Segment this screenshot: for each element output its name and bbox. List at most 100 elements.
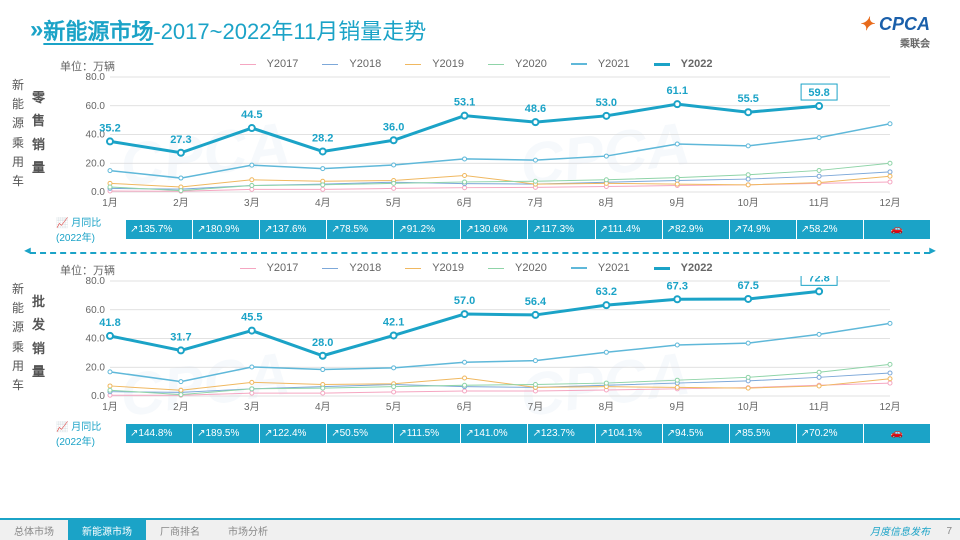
svg-text:5月: 5月 xyxy=(386,401,402,413)
side-label: 新能源乘用车 xyxy=(12,76,26,191)
yoy-cell: ↗70.2% xyxy=(797,424,864,443)
yoy-cell: ↗94.5% xyxy=(663,424,730,443)
chart-retail: 单位：万辆 新能源乘用车 零售销量Y2017Y2018Y2019Y2020Y20… xyxy=(30,58,930,244)
svg-text:0.0: 0.0 xyxy=(91,391,105,402)
yoy-cell: ↗78.5% xyxy=(327,220,394,239)
footer-tab[interactable]: 新能源市场 xyxy=(68,520,146,540)
svg-text:42.1: 42.1 xyxy=(383,316,404,328)
unit-label: 单位：万辆 xyxy=(60,58,115,74)
svg-text:1月: 1月 xyxy=(102,401,118,413)
svg-text:60.0: 60.0 xyxy=(86,305,106,316)
svg-text:11月: 11月 xyxy=(809,197,829,209)
svg-text:53.1: 53.1 xyxy=(454,97,475,109)
line-chart: 0.020.040.060.080.01月2月3月4月5月6月7月8月9月10月… xyxy=(80,276,900,416)
footer-nav: 总体市场新能源市场厂商排名市场分析 月度信息发布 7 xyxy=(0,518,960,540)
yoy-cell: ↗74.9% xyxy=(730,220,797,239)
chevron-icon: » xyxy=(30,16,35,44)
svg-text:31.7: 31.7 xyxy=(170,331,191,343)
svg-text:6月: 6月 xyxy=(457,401,473,413)
svg-text:45.5: 45.5 xyxy=(241,312,262,324)
title-main: 新能源市场 xyxy=(43,14,153,46)
svg-text:35.2: 35.2 xyxy=(99,122,120,134)
page-number: 7 xyxy=(946,526,952,537)
svg-text:41.8: 41.8 xyxy=(99,317,120,329)
yoy-cell: ↗82.9% xyxy=(663,220,730,239)
yoy-cell: ↗130.6% xyxy=(461,220,528,239)
yoy-label: 📈 月同比(2022年) xyxy=(56,214,126,244)
svg-text:28.0: 28.0 xyxy=(312,337,333,349)
svg-text:12月: 12月 xyxy=(879,401,900,413)
svg-text:20.0: 20.0 xyxy=(86,362,106,373)
svg-text:2月: 2月 xyxy=(173,197,189,209)
svg-text:10月: 10月 xyxy=(738,197,759,209)
svg-text:60.0: 60.0 xyxy=(86,101,106,112)
yoy-cell: ↗180.9% xyxy=(193,220,260,239)
svg-text:6月: 6月 xyxy=(457,197,473,209)
footer-tab[interactable]: 总体市场 xyxy=(0,520,68,540)
svg-text:12月: 12月 xyxy=(879,197,900,209)
line-chart: 0.020.040.060.080.01月2月3月4月5月6月7月8月9月10月… xyxy=(80,72,900,212)
svg-text:67.3: 67.3 xyxy=(667,280,688,292)
svg-text:59.8: 59.8 xyxy=(808,87,829,99)
svg-text:57.0: 57.0 xyxy=(454,295,475,307)
svg-text:9月: 9月 xyxy=(669,401,685,413)
title-sub: -2017~2022年11月销量走势 xyxy=(153,14,426,46)
svg-text:3月: 3月 xyxy=(244,197,260,209)
svg-text:48.6: 48.6 xyxy=(525,103,546,115)
svg-text:40.0: 40.0 xyxy=(86,334,106,345)
svg-text:10月: 10月 xyxy=(738,401,759,413)
footer-tab[interactable]: 市场分析 xyxy=(214,520,282,540)
svg-text:4月: 4月 xyxy=(315,401,331,413)
svg-text:9月: 9月 xyxy=(669,197,685,209)
svg-text:67.5: 67.5 xyxy=(737,280,758,292)
metric-label: 批发销量 xyxy=(32,290,46,384)
svg-text:8月: 8月 xyxy=(599,401,615,413)
svg-text:55.5: 55.5 xyxy=(737,93,758,105)
yoy-cell: ↗122.4% xyxy=(260,424,327,443)
svg-text:11月: 11月 xyxy=(809,401,829,413)
svg-text:2月: 2月 xyxy=(173,401,189,413)
yoy-cell: ↗91.2% xyxy=(394,220,461,239)
svg-text:56.4: 56.4 xyxy=(525,296,547,308)
yoy-row: 📈 月同比(2022年) ↗144.8%↗189.5%↗122.4%↗50.5%… xyxy=(56,418,930,448)
svg-text:53.0: 53.0 xyxy=(596,97,617,109)
svg-text:20.0: 20.0 xyxy=(86,158,106,169)
yoy-cell: ↗85.5% xyxy=(730,424,797,443)
legend: Y2017Y2018Y2019Y2020Y2021Y2022 xyxy=(30,58,930,70)
yoy-cell: ↗137.6% xyxy=(260,220,327,239)
svg-text:36.0: 36.0 xyxy=(383,121,404,133)
yoy-cell: ↗189.5% xyxy=(193,424,260,443)
svg-text:7月: 7月 xyxy=(528,401,544,413)
svg-text:61.1: 61.1 xyxy=(667,85,688,97)
side-label: 新能源乘用车 xyxy=(12,280,26,395)
svg-text:27.3: 27.3 xyxy=(170,134,191,146)
yoy-label: 📈 月同比(2022年) xyxy=(56,418,126,448)
svg-text:0.0: 0.0 xyxy=(91,187,105,198)
yoy-cell: ↗50.5% xyxy=(327,424,394,443)
chart-wholesale: 单位：万辆 新能源乘用车 批发销量Y2017Y2018Y2019Y2020Y20… xyxy=(30,262,930,448)
yoy-cell: ↗141.0% xyxy=(461,424,528,443)
svg-text:1月: 1月 xyxy=(102,197,118,209)
svg-text:44.5: 44.5 xyxy=(241,109,262,121)
svg-text:63.2: 63.2 xyxy=(596,286,617,298)
page-header: » 新能源市场 -2017~2022年11月销量走势 xyxy=(0,0,960,54)
yoy-cell: 🚗 xyxy=(864,424,930,443)
footer-tab[interactable]: 厂商排名 xyxy=(146,520,214,540)
yoy-cell: ↗111.5% xyxy=(394,424,461,443)
yoy-row: 📈 月同比(2022年) ↗135.7%↗180.9%↗137.6%↗78.5%… xyxy=(56,214,930,244)
yoy-cell: ↗123.7% xyxy=(528,424,595,443)
logo: ✦ CPCA 乘联会 xyxy=(859,14,930,50)
svg-text:5月: 5月 xyxy=(386,197,402,209)
svg-text:72.8: 72.8 xyxy=(808,276,829,284)
legend: Y2017Y2018Y2019Y2020Y2021Y2022 xyxy=(30,262,930,274)
yoy-cell: ↗104.1% xyxy=(596,424,663,443)
metric-label: 零售销量 xyxy=(32,86,46,180)
yoy-cell: ↗117.3% xyxy=(528,220,595,239)
yoy-cell: ↗135.7% xyxy=(126,220,193,239)
svg-text:7月: 7月 xyxy=(528,197,544,209)
yoy-cell: ↗111.4% xyxy=(596,220,663,239)
yoy-cell: 🚗 xyxy=(864,220,930,239)
divider xyxy=(30,252,930,254)
unit-label: 单位：万辆 xyxy=(60,262,115,278)
yoy-cell: ↗144.8% xyxy=(126,424,193,443)
